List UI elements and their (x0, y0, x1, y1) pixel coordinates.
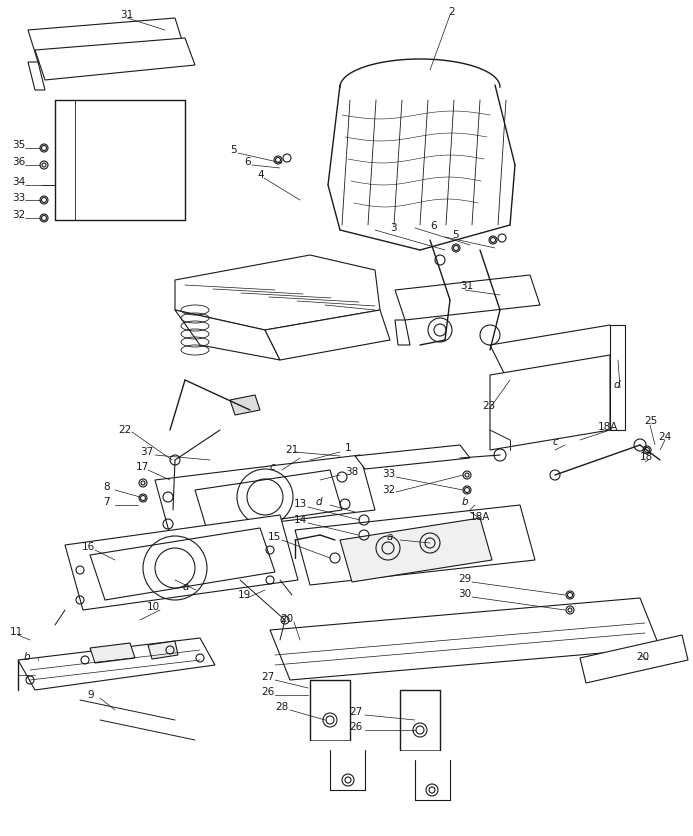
Text: 8: 8 (103, 482, 109, 492)
Polygon shape (230, 395, 260, 415)
Text: 7: 7 (103, 497, 109, 507)
Polygon shape (490, 325, 625, 375)
Polygon shape (610, 325, 625, 430)
Polygon shape (395, 320, 410, 345)
Text: 22: 22 (118, 425, 131, 435)
Text: 4: 4 (257, 170, 263, 180)
Text: 10: 10 (147, 602, 160, 612)
Polygon shape (195, 470, 342, 530)
Text: 5: 5 (452, 230, 459, 240)
Polygon shape (395, 275, 540, 320)
Text: 6: 6 (430, 221, 437, 231)
Text: d: d (614, 380, 621, 390)
Polygon shape (155, 455, 375, 535)
Text: 38: 38 (345, 467, 358, 477)
Text: 25: 25 (644, 416, 657, 426)
Text: 36: 36 (12, 157, 25, 167)
Text: 20: 20 (280, 614, 293, 624)
Text: 18A: 18A (470, 512, 491, 522)
Text: 5: 5 (230, 145, 236, 155)
Text: c: c (553, 437, 559, 447)
Text: 16: 16 (82, 542, 95, 552)
Polygon shape (28, 62, 45, 90)
Text: 21: 21 (285, 445, 298, 455)
Polygon shape (148, 641, 178, 659)
Text: 6: 6 (244, 157, 251, 167)
Polygon shape (18, 638, 215, 690)
Text: 28: 28 (275, 702, 288, 712)
Text: 14: 14 (294, 515, 307, 525)
Text: 33: 33 (382, 469, 395, 479)
Text: 15: 15 (268, 532, 281, 542)
Polygon shape (340, 518, 492, 582)
Polygon shape (580, 635, 688, 683)
Text: d: d (316, 497, 323, 507)
Text: 27: 27 (349, 707, 362, 717)
Text: 30: 30 (458, 589, 471, 599)
Text: 32: 32 (382, 485, 395, 495)
Text: 32: 32 (12, 210, 25, 220)
Text: b: b (462, 497, 468, 507)
Text: a: a (387, 532, 394, 542)
Polygon shape (270, 598, 660, 680)
Text: 23: 23 (482, 401, 495, 411)
Text: 13: 13 (294, 499, 307, 509)
Polygon shape (28, 18, 185, 62)
Text: 31: 31 (460, 281, 473, 291)
Text: 24: 24 (658, 432, 672, 442)
Text: 2: 2 (448, 7, 455, 17)
Polygon shape (35, 38, 195, 80)
Polygon shape (175, 255, 380, 330)
Text: 1: 1 (345, 443, 351, 453)
Polygon shape (90, 643, 135, 663)
Polygon shape (295, 505, 535, 585)
Text: 33: 33 (12, 193, 25, 203)
Text: 3: 3 (390, 223, 396, 233)
Text: 19: 19 (238, 590, 252, 600)
Text: 11: 11 (10, 627, 24, 637)
Text: 29: 29 (458, 574, 471, 584)
Polygon shape (355, 445, 470, 469)
Text: 9: 9 (87, 690, 94, 700)
Text: a: a (183, 582, 189, 592)
Text: 20: 20 (636, 652, 649, 662)
Text: 18A: 18A (598, 422, 618, 432)
Text: 26: 26 (349, 722, 362, 732)
Text: 37: 37 (140, 447, 153, 457)
Polygon shape (265, 310, 390, 360)
Text: 18: 18 (640, 452, 653, 462)
Text: 35: 35 (12, 140, 25, 150)
Text: b: b (24, 652, 30, 662)
Text: 27: 27 (261, 672, 274, 682)
Text: 34: 34 (12, 177, 25, 187)
Text: c: c (270, 462, 276, 472)
Polygon shape (490, 355, 610, 450)
Polygon shape (65, 515, 298, 610)
Text: 17: 17 (136, 462, 149, 472)
Text: 31: 31 (120, 10, 133, 20)
Polygon shape (175, 310, 280, 360)
Text: 26: 26 (261, 687, 274, 697)
